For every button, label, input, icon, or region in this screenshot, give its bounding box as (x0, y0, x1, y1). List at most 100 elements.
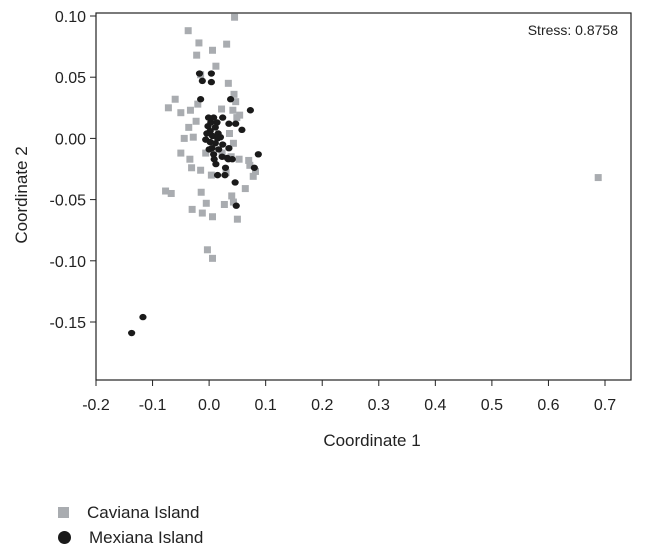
point-caviana (202, 149, 210, 157)
circle-marker-icon (58, 531, 71, 544)
point-caviana (229, 139, 237, 147)
point-caviana (212, 62, 220, 70)
legend-item-mexiana: Mexiana Island (58, 525, 203, 550)
point-caviana (192, 117, 200, 125)
point-mexiana (139, 313, 147, 321)
x-tick-label: 0.2 (311, 397, 333, 414)
point-mexiana (232, 202, 240, 209)
point-caviana (236, 111, 244, 119)
point-caviana (223, 40, 231, 48)
point-mexiana (221, 164, 230, 171)
point-caviana (251, 167, 259, 175)
x-tick-label: 0.7 (594, 397, 616, 414)
point-mexiana (215, 146, 223, 153)
legend-item-caviana: Caviana Island (58, 500, 203, 525)
x-tick-label: 0.6 (537, 397, 559, 414)
x-tick-label: -0.2 (82, 397, 110, 414)
point-mexiana (197, 96, 205, 103)
point-mexiana (204, 114, 213, 121)
point-caviana (594, 174, 602, 182)
point-mexiana (208, 144, 216, 152)
y-axis-title: Coordinate 2 (12, 146, 31, 243)
point-mexiana (207, 78, 215, 86)
point-caviana (209, 254, 217, 262)
point-mexiana (246, 107, 254, 114)
point-mexiana (211, 124, 219, 131)
x-tick-label: 0.5 (481, 397, 503, 414)
point-caviana (197, 188, 205, 196)
point-caviana (224, 79, 232, 87)
point-mexiana (232, 120, 240, 127)
y-tick-label: -0.15 (50, 315, 87, 332)
point-mexiana (203, 130, 211, 137)
point-mexiana (128, 329, 136, 337)
point-caviana (246, 161, 254, 169)
legend-label-mexiana: Mexiana Island (89, 527, 204, 547)
point-caviana (230, 90, 238, 98)
point-caviana (245, 156, 253, 164)
x-axis-title: Coordinate 1 (323, 431, 420, 450)
point-caviana (249, 172, 257, 180)
point-mexiana (225, 120, 233, 127)
point-mexiana (207, 70, 215, 77)
x-tick-label: 0.1 (255, 397, 277, 414)
point-mexiana (219, 141, 227, 148)
x-axis: -0.2 -0.1 0.0 0.1 0.2 0.3 0.4 0.5 0.6 0.7 (82, 380, 616, 414)
point-caviana (241, 185, 249, 193)
point-mexiana (227, 96, 235, 103)
marks-layer (128, 13, 602, 337)
point-mexiana (225, 144, 233, 152)
point-mexiana (212, 160, 220, 168)
point-mexiana (219, 114, 227, 121)
y-tick-label: -0.10 (50, 254, 87, 271)
point-caviana (218, 105, 226, 113)
point-caviana (209, 213, 217, 221)
point-caviana (235, 155, 243, 163)
point-caviana (220, 200, 228, 208)
point-caviana (203, 246, 211, 254)
point-caviana (186, 106, 194, 114)
point-caviana (186, 155, 194, 163)
plot-frame (95, 12, 632, 381)
point-caviana (228, 192, 236, 200)
point-caviana (194, 100, 202, 108)
y-tick-label: 0.10 (55, 9, 86, 26)
x-tick-label: 0.3 (368, 397, 390, 414)
legend: Caviana Island Mexiana Island (58, 500, 203, 550)
point-mexiana (210, 156, 218, 163)
point-caviana (209, 46, 217, 54)
point-mexiana (213, 119, 221, 126)
point-mexiana (195, 70, 204, 77)
point-caviana (195, 39, 203, 47)
point-caviana (229, 106, 237, 114)
point-caviana (184, 27, 192, 35)
x-tick-label: 0.4 (424, 397, 446, 414)
point-caviana (207, 171, 215, 179)
point-mexiana (213, 171, 222, 179)
point-caviana (231, 13, 239, 21)
x-tick-label: 0.0 (198, 397, 220, 414)
point-mexiana (254, 151, 262, 158)
point-caviana (171, 95, 179, 103)
y-tick-label: 0.05 (55, 70, 86, 87)
point-mexiana (231, 179, 239, 186)
y-tick-label: -0.05 (50, 193, 87, 210)
point-caviana (180, 134, 188, 142)
point-caviana (218, 149, 226, 157)
scatter-chart: -0.2 -0.1 0.0 0.1 0.2 0.3 0.4 0.5 0.6 0.7 0.10 0.0… (12, 9, 632, 450)
point-mexiana (210, 114, 218, 121)
point-mexiana (207, 119, 215, 126)
point-mexiana (198, 77, 206, 85)
square-marker-icon (58, 507, 69, 518)
point-caviana (233, 215, 241, 223)
point-mexiana (211, 140, 219, 147)
point-caviana (193, 51, 201, 59)
point-caviana (189, 133, 197, 141)
point-caviana (229, 198, 237, 206)
point-caviana (167, 189, 175, 197)
point-caviana (164, 104, 172, 112)
point-caviana (188, 205, 196, 213)
point-caviana (232, 98, 240, 106)
point-caviana (188, 164, 196, 172)
point-caviana (177, 149, 185, 157)
